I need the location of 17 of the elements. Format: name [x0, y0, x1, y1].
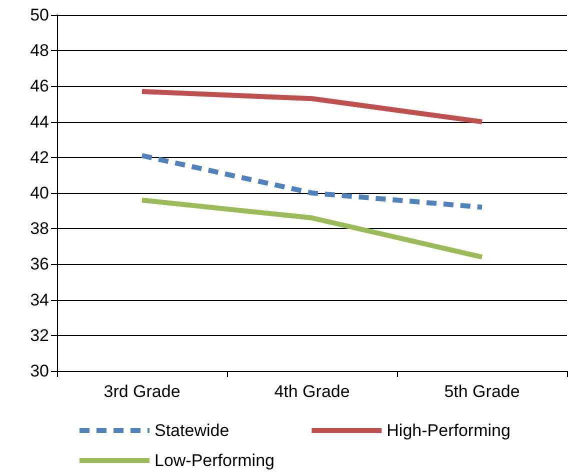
y-tick-label: 44	[30, 112, 49, 132]
y-tick-label: 30	[30, 362, 49, 380]
y-tick-label: 48	[30, 41, 49, 60]
x-tick-label: 5th Grade	[444, 382, 520, 401]
x-tick-label: 4th Grade	[274, 382, 350, 401]
y-tick-label: 32	[30, 326, 49, 345]
y-tick-label: 46	[30, 76, 49, 96]
x-tick-label: 3rd Grade	[104, 382, 180, 401]
legend-label: Low-Performing	[154, 451, 274, 470]
y-tick-label: 50	[30, 6, 49, 24]
legend-label: High-Performing	[386, 421, 510, 440]
y-tick-label: 42	[30, 148, 49, 167]
y-tick-label: 38	[30, 219, 49, 238]
y-tick-label: 34	[30, 290, 49, 310]
legend-label: Statewide	[154, 421, 230, 440]
y-tick-label: 40	[30, 184, 49, 202]
y-tick-label: 36	[30, 254, 49, 274]
